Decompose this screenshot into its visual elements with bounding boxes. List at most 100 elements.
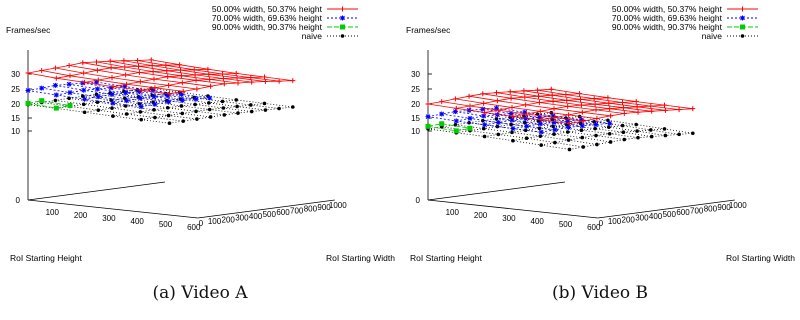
- data-point-marker: [193, 96, 199, 102]
- data-point-marker: [511, 138, 515, 143]
- data-point-marker: [522, 94, 528, 100]
- data-point-marker: [480, 91, 486, 97]
- z-tick-label: 15: [11, 114, 20, 123]
- data-point-marker: [94, 67, 100, 73]
- legend-label: naive: [302, 31, 323, 41]
- data-point-marker: [494, 105, 499, 111]
- data-point-marker: [208, 115, 213, 119]
- figure-caption-a: (a) Video A: [152, 283, 248, 303]
- surface-column-line: [537, 89, 680, 110]
- height-tick-label: 400: [531, 217, 545, 226]
- surface-column-line: [482, 93, 625, 114]
- data-point-marker: [150, 69, 156, 75]
- surface-row-line: [56, 64, 180, 79]
- data-point-marker: [52, 82, 58, 88]
- data-point-marker: [151, 94, 157, 100]
- data-point-marker: [536, 114, 542, 120]
- data-point-marker: [563, 92, 569, 98]
- legend-label: 70.00% width, 69.63% height: [212, 13, 323, 23]
- data-point-marker: [523, 102, 529, 108]
- height-tick-label: 100: [46, 208, 60, 217]
- data-point-marker: [494, 90, 499, 96]
- data-point-marker: [53, 98, 58, 103]
- data-point-marker: [121, 58, 127, 64]
- data-point-marker: [553, 140, 557, 145]
- data-point-marker: [96, 108, 101, 112]
- data-point-marker: [622, 137, 627, 142]
- width-tick-label: 1000: [329, 201, 347, 210]
- data-point-marker: [607, 106, 613, 112]
- data-point-marker: [137, 102, 142, 106]
- height-tick-label: 300: [502, 214, 516, 223]
- surface-row-line: [512, 101, 637, 117]
- data-point-marker: [234, 75, 240, 81]
- data-point-marker: [552, 132, 556, 136]
- data-point-marker: [195, 117, 199, 121]
- data-point-marker: [236, 111, 240, 115]
- height-tick-label: 500: [559, 220, 573, 229]
- height-tick-label: 100: [446, 208, 460, 217]
- data-point-marker: [509, 122, 513, 127]
- height-tick-label: 500: [159, 220, 173, 229]
- data-point-marker: [138, 110, 143, 114]
- surface-column-line: [427, 125, 457, 132]
- surface-row-line: [27, 81, 97, 91]
- data-point-marker: [206, 71, 212, 77]
- data-point-marker: [193, 102, 197, 107]
- width-tick-label: 0: [599, 219, 604, 228]
- surface-column-line: [55, 67, 197, 90]
- data-point-marker: [82, 79, 88, 85]
- data-point-marker: [595, 142, 599, 147]
- back-width-axis-line: [427, 181, 566, 201]
- data-point-marker: [581, 145, 585, 149]
- data-point-marker: [165, 74, 171, 80]
- data-point-marker: [453, 128, 459, 134]
- data-point-marker: [620, 123, 625, 128]
- data-point-marker: [608, 113, 614, 119]
- data-point-marker: [151, 76, 157, 82]
- data-point-marker: [606, 100, 612, 106]
- surface-column-line: [41, 70, 184, 92]
- data-point-marker: [194, 109, 198, 114]
- data-point-marker: [524, 111, 530, 117]
- data-point-marker: [579, 123, 585, 129]
- data-point-marker: [567, 120, 572, 126]
- data-point-marker: [179, 97, 185, 103]
- data-point-marker: [123, 104, 128, 108]
- z-tick-label: 25: [411, 85, 420, 94]
- data-point-marker: [607, 125, 611, 129]
- width-tick-label: 400: [249, 212, 263, 221]
- data-point-marker: [262, 79, 268, 84]
- data-point-marker: [248, 75, 254, 81]
- data-point-marker: [592, 101, 598, 107]
- data-point-marker: [425, 101, 431, 107]
- data-point-marker: [551, 119, 557, 125]
- data-point-marker: [153, 115, 157, 120]
- surface-column-line: [427, 128, 570, 150]
- data-point-marker: [66, 81, 72, 87]
- height-tick-label: 300: [102, 214, 116, 223]
- series-1-surface: [25, 57, 296, 97]
- data-point-marker: [207, 76, 213, 82]
- width-tick-label: 200: [622, 215, 636, 224]
- legend-label: naive: [702, 31, 723, 41]
- data-point-marker: [564, 97, 570, 103]
- data-point-marker: [25, 100, 31, 106]
- data-point-marker: [152, 101, 158, 107]
- series-3-surface: [425, 121, 473, 134]
- data-point-marker: [481, 126, 486, 131]
- data-point-marker: [633, 99, 639, 105]
- data-point-marker: [180, 111, 185, 116]
- data-point-marker: [67, 90, 73, 96]
- surface-column-line: [551, 88, 693, 110]
- width-tick-label: 1000: [729, 201, 747, 210]
- height-tick-label: 200: [74, 211, 88, 220]
- data-point-marker: [524, 123, 530, 129]
- data-point-marker: [110, 84, 116, 90]
- data-point-marker: [81, 87, 87, 93]
- data-point-marker: [152, 108, 156, 112]
- data-point-marker: [565, 130, 570, 134]
- data-point-marker: [123, 72, 129, 78]
- data-point-marker: [166, 82, 172, 88]
- data-point-marker: [249, 109, 254, 114]
